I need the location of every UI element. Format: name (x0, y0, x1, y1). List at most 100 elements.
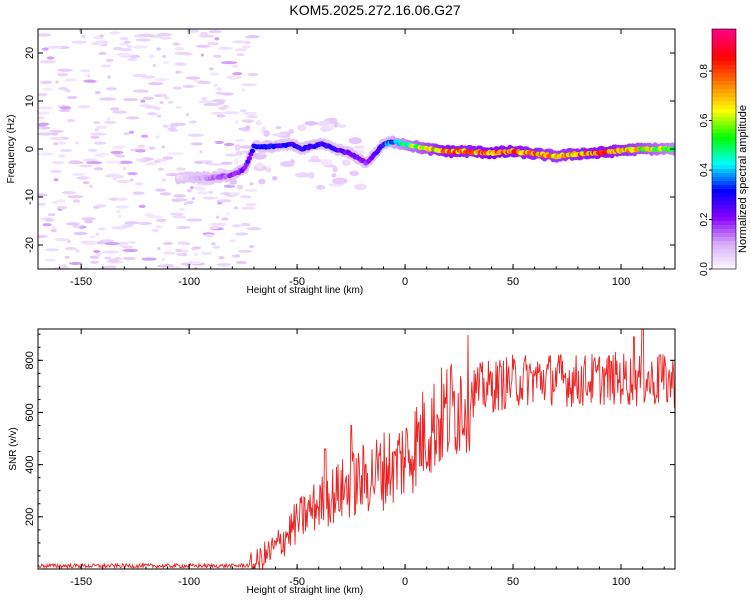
colorbar-tick-label: 0.2 (699, 212, 710, 226)
colorbar-segment (712, 173, 736, 178)
noise-blob (137, 144, 146, 148)
colorbar-segment (712, 105, 736, 110)
noise-blob (38, 93, 48, 97)
noise-blob (53, 178, 59, 182)
x-tick-label: 0 (402, 576, 408, 588)
noise-blob (215, 215, 220, 219)
noise-blob (64, 255, 70, 259)
x-tick-label: 50 (507, 276, 519, 288)
snr-panel: -150 -100 -50 0 50 100 200 400 600 800 Height of s… (8, 328, 676, 596)
colorbar-tick-label: 0.0 (699, 262, 710, 276)
noise-blob (64, 78, 77, 82)
noise-blob (44, 218, 55, 222)
noise-blob (105, 87, 118, 91)
noise-blob (114, 257, 123, 261)
noise-blob (263, 130, 271, 138)
noise-blob (234, 48, 248, 52)
noise-blob (162, 241, 174, 246)
x-tick-label: -50 (289, 276, 305, 288)
noise-blob (42, 223, 52, 227)
noise-blob (141, 257, 157, 261)
noise-blob (226, 212, 231, 216)
colorbar-label: Normalized spectral amplitude (737, 105, 749, 253)
noise-blob (45, 248, 60, 252)
colorbar-segment (712, 209, 736, 214)
x-tick-label: -100 (178, 576, 200, 588)
noise-blob (236, 53, 245, 57)
noise-blob (220, 105, 230, 109)
noise-blob (229, 76, 237, 81)
noise-blob (176, 252, 186, 256)
noise-blob (72, 224, 81, 229)
noise-blob (235, 232, 249, 236)
noise-blob (191, 246, 202, 250)
noise-blob (58, 154, 66, 158)
noise-blob (208, 162, 224, 167)
x-tick-label: -100 (178, 276, 200, 288)
noise-blob (154, 77, 169, 82)
noise-blob (182, 249, 189, 253)
noise-blob (186, 200, 194, 205)
y-axis-label: SNR (v/v) (8, 427, 19, 470)
colorbar-segment (712, 169, 736, 174)
noise-blob (161, 145, 166, 149)
noise-blob (127, 171, 138, 176)
noise-blob (354, 183, 367, 191)
noise-blob (201, 96, 208, 101)
noise-blob (67, 239, 71, 244)
noise-blob (98, 51, 107, 56)
noise-blob (38, 193, 48, 197)
colorbar: 0.0 0.2 0.4 0.6 0.8 Normalized spectral ampli… (699, 28, 749, 276)
noise-blob (272, 175, 278, 181)
noise-blob (172, 86, 183, 90)
noise-blob (72, 199, 81, 203)
noise-blob (248, 245, 255, 249)
noise-blob (240, 222, 251, 227)
noise-blob (187, 133, 204, 137)
noise-blob (48, 136, 63, 141)
noise-blob (353, 145, 365, 150)
noise-blob (135, 149, 146, 153)
colorbar-segment (712, 201, 736, 206)
noise-blob (155, 218, 167, 222)
noise-blob (319, 126, 331, 132)
y-tick-label: 400 (24, 455, 36, 473)
noise-blob (232, 40, 246, 44)
noise-blob (132, 89, 149, 93)
noise-blob (102, 250, 120, 254)
noise-blob (132, 191, 145, 195)
noise-blob (249, 182, 254, 186)
colorbar-segment (712, 229, 736, 234)
noise-blob (288, 129, 294, 135)
noise-blob (174, 62, 185, 66)
noise-blob (220, 60, 238, 65)
noise-blob (256, 120, 262, 126)
noise-blob (84, 220, 94, 224)
colorbar-segment (712, 53, 736, 58)
noise-blob (112, 110, 128, 114)
noise-blob (38, 234, 49, 239)
noise-blob (229, 179, 238, 185)
noise-blob (198, 34, 215, 38)
colorbar-segment (712, 61, 736, 66)
noise-blob (246, 115, 258, 119)
y-axis-label: Frequency (Hz) (6, 115, 17, 184)
noise-blob (157, 246, 161, 251)
noise-blob (176, 241, 189, 245)
noise-blob (88, 235, 96, 239)
noise-blob (198, 100, 213, 104)
noise-blob (93, 141, 107, 145)
colorbar-segment (712, 197, 736, 202)
noise-blob (148, 54, 155, 58)
heatmap-marks (38, 29, 675, 269)
noise-blob (106, 173, 121, 177)
colorbar-segment (712, 57, 736, 62)
noise-blob (216, 168, 224, 172)
noise-blob (99, 97, 117, 101)
noise-blob (88, 184, 93, 188)
noise-blob (85, 266, 89, 269)
noise-blob (175, 70, 180, 74)
colorbar-segment (712, 133, 736, 138)
noise-blob (182, 84, 195, 88)
noise-blob (109, 31, 121, 35)
